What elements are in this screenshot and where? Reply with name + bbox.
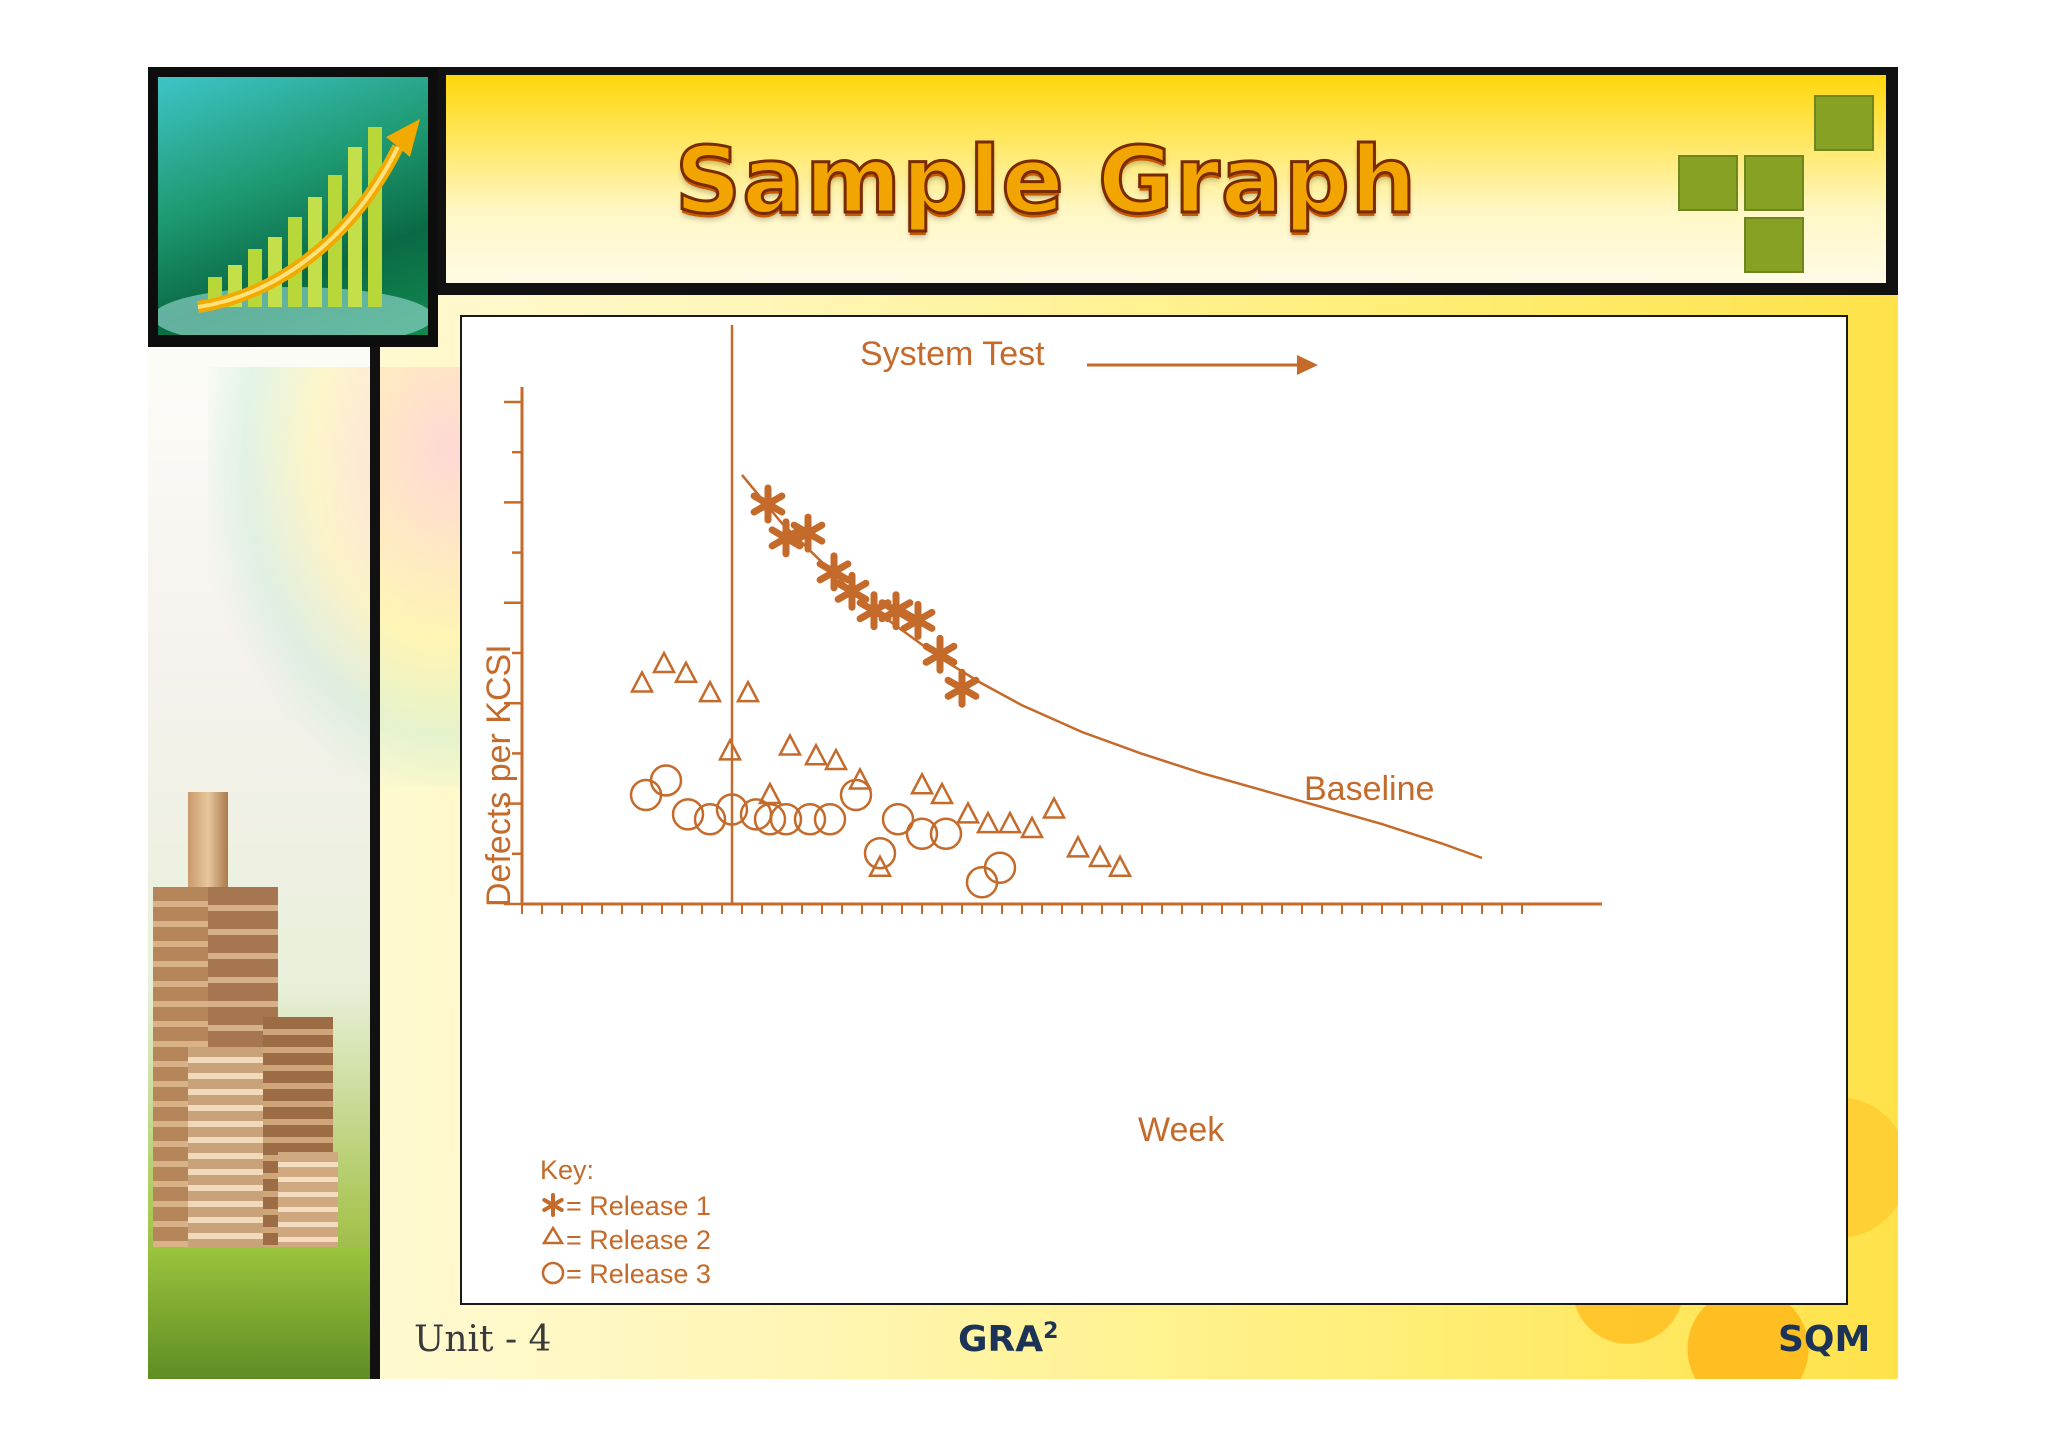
release-1-star-point (944, 668, 980, 708)
decor-square (1744, 155, 1804, 211)
release-3-circle-point (983, 851, 1017, 884)
release-1-star-point (900, 600, 936, 640)
footer-author-base: GRA (958, 1319, 1044, 1360)
release-1-star-point (834, 571, 870, 611)
release-2-triangle-point (735, 679, 761, 703)
release-3-circle-point (839, 778, 873, 812)
release-2-triangle-point (955, 800, 981, 824)
header-bar: Sample Graph (438, 67, 1898, 295)
release-2-triangle-point (717, 737, 743, 761)
defects-chart: System Test Baseline Week Defects per KC… (480, 325, 1602, 1289)
decor-square (1678, 155, 1738, 211)
release-2-triangle-point (1087, 844, 1113, 868)
growth-chart-icon (158, 119, 428, 335)
release-3-circle-point (965, 866, 999, 899)
release-2-triangle-point (673, 660, 699, 683)
release-3-circle-point (793, 803, 827, 836)
header-inner: Sample Graph (446, 75, 1886, 283)
footer-course-label: SQM (1778, 1319, 1871, 1360)
release-2-triangle-point (823, 747, 849, 771)
release-3-circle-point (671, 798, 705, 831)
release-2-triangle-point (629, 669, 655, 693)
release-2-triangle-point (777, 732, 803, 756)
release-3-circle-point (881, 803, 915, 836)
chart-frame: System Test Baseline Week Defects per KC… (460, 315, 1848, 1305)
rainbow-decor (208, 367, 508, 787)
grass-image (148, 1247, 370, 1379)
release-3-circle-point (649, 764, 683, 797)
release-2-triangle-point (909, 771, 935, 795)
slide-title: Sample Graph (673, 126, 1418, 236)
key-star-mark (542, 1193, 564, 1217)
chart-marks (629, 474, 1483, 899)
key-circle-icon (541, 1261, 565, 1285)
decor-square (1744, 217, 1804, 273)
release-3-circle-point (905, 817, 939, 851)
key-entry-release-3: = Release 3 (566, 1259, 711, 1289)
x-axis-label: Week (1138, 1111, 1225, 1149)
release-3-circle-point (813, 803, 847, 836)
release-1-star-point (768, 518, 804, 558)
y-axis-label: Defects per KCSI (480, 644, 518, 907)
release-3-circle-point (753, 803, 787, 836)
release-1-star-point (878, 591, 914, 631)
release-2-triangle-point (1107, 854, 1133, 877)
key-entry-release-2: = Release 2 (566, 1225, 711, 1255)
release-1-star-point (750, 484, 786, 524)
slide: Sample Graph System Test Baseline Week D… (148, 67, 1898, 1379)
baseline-curve (741, 474, 1483, 860)
release-3-circle-point (715, 793, 749, 826)
release-2-triangle-point (1019, 815, 1045, 839)
left-border (370, 337, 380, 1379)
key-entry-release-1: = Release 1 (566, 1191, 711, 1221)
system-test-label: System Test (860, 335, 1045, 373)
key-star-icon (542, 1193, 564, 1217)
release-2-triangle-point (929, 781, 955, 805)
release-3-circle-point (769, 803, 803, 836)
release-1-star-point (922, 634, 958, 674)
footer-unit-label: Unit - 4 (414, 1319, 552, 1360)
logo-box (148, 67, 438, 347)
footer-author-label: GRA2 (958, 1319, 1058, 1360)
release-1-star-point (790, 513, 826, 553)
release-2-triangle-point (1041, 795, 1067, 819)
release-1-star-point (856, 591, 892, 631)
baseline-label: Baseline (1304, 770, 1434, 808)
release-2-triangle-point (803, 742, 829, 766)
chart-axes (504, 325, 1602, 914)
release-2-triangle-point (651, 650, 677, 674)
release-2-triangle-point (1065, 834, 1091, 858)
release-2-triangle-point (975, 810, 1001, 834)
release-3-circle-point (693, 803, 727, 836)
release-2-triangle-point (997, 810, 1023, 834)
release-2-triangle-point (697, 679, 723, 703)
key-title: Key: (540, 1155, 594, 1185)
release-3-circle-point (629, 778, 663, 812)
chart-key: Key: = Release 1 = Release 2 = Release 3 (540, 1155, 711, 1289)
key-triangle-icon (541, 1225, 565, 1245)
release-3-circle-point (863, 836, 897, 870)
growth-chart-logo (158, 77, 428, 335)
decor-square (1814, 95, 1874, 151)
system-test-arrowhead (1297, 355, 1318, 375)
footer-author-sup: 2 (1043, 1319, 1059, 1344)
release-3-circle-point (929, 817, 963, 851)
